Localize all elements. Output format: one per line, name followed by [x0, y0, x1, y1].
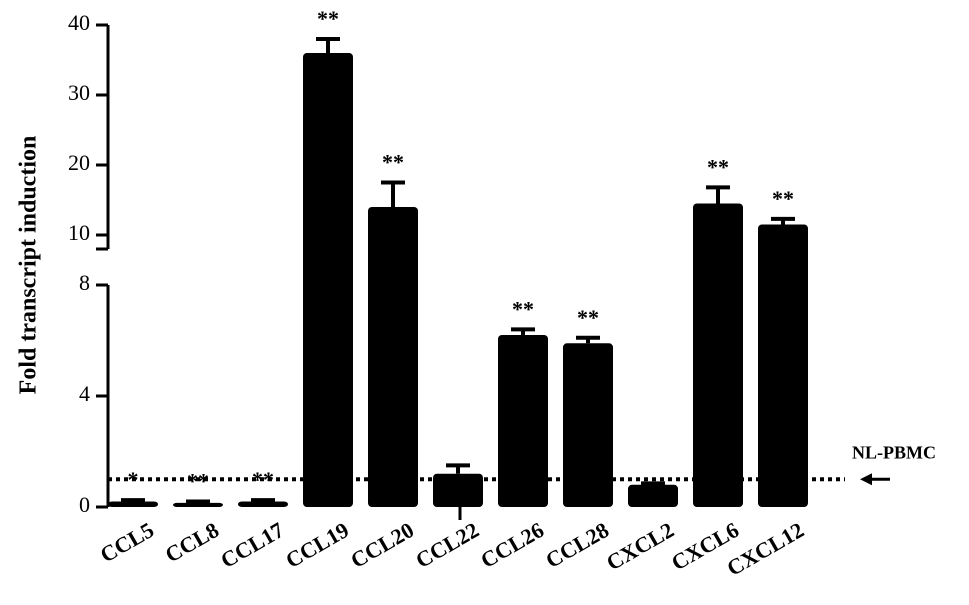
x-tick-label: CCL22: [411, 517, 483, 573]
bar: [628, 484, 678, 507]
bar: [693, 203, 743, 507]
significance-label: **: [512, 296, 534, 321]
significance-label: **: [382, 150, 404, 175]
significance-label: **: [317, 6, 339, 31]
bar: [173, 502, 223, 507]
bar: [238, 501, 288, 507]
y-axis-label: Fold transcript induction: [16, 136, 42, 395]
x-tick-label: CCL26: [476, 517, 548, 573]
reference-arrowhead: [860, 473, 872, 486]
y-tick-label: 10: [68, 220, 90, 245]
x-tick-label: CCL5: [96, 517, 158, 567]
x-tick-label: CCL8: [161, 517, 223, 567]
x-tick-label: CXCL2: [602, 517, 678, 575]
x-tick-label: CCL19: [281, 517, 353, 573]
significance-label: **: [772, 186, 794, 211]
bar: [498, 334, 548, 507]
y-tick-label: 30: [68, 80, 90, 105]
y-tick-label: 40: [68, 10, 90, 35]
bar: [108, 501, 158, 507]
significance-label: **: [707, 154, 729, 179]
x-tick-label: CCL28: [541, 517, 613, 573]
bar: [368, 207, 418, 507]
y-tick-label: 20: [68, 150, 90, 175]
bar: [758, 224, 808, 507]
reference-label: NL-PBMC: [852, 442, 936, 462]
significance-label: **: [577, 305, 599, 330]
bar: [433, 473, 483, 507]
x-tick-label: CCL20: [346, 517, 418, 573]
bar: [563, 343, 613, 507]
y-tick-label: 4: [79, 381, 90, 406]
y-tick-label: 0: [79, 492, 90, 517]
x-tick-label: CCL17: [216, 517, 288, 573]
bar: [303, 53, 353, 507]
y-tick-label: 8: [79, 270, 90, 295]
